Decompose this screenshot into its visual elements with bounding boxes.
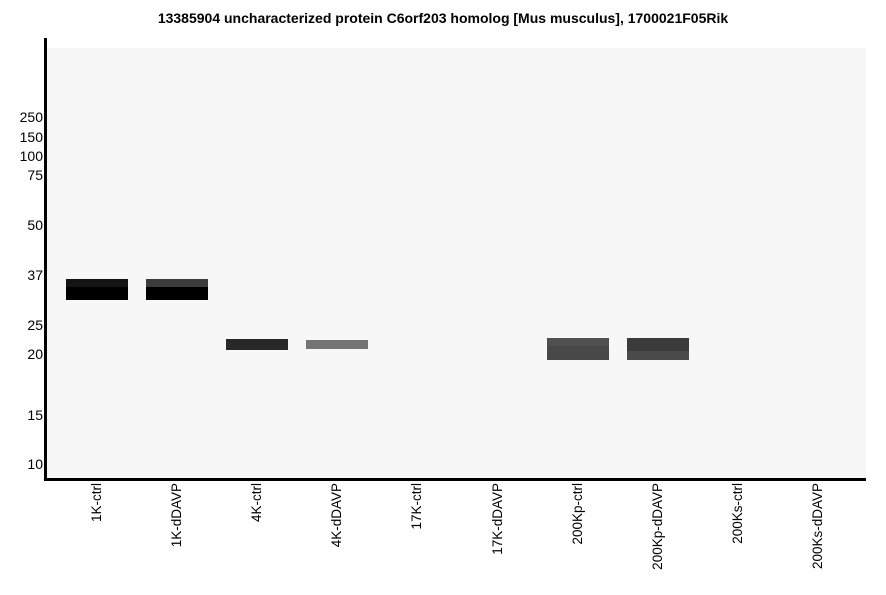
- band-segment: [626, 338, 689, 351]
- lane-label: 17K-ctrl: [409, 483, 425, 530]
- lane-label: 4K-dDAVP: [329, 483, 345, 548]
- blot-band: [626, 338, 689, 360]
- band-segment: [145, 279, 208, 287]
- lane-label: 1K-dDAVP: [168, 483, 184, 548]
- lane-label: 200Kp-ctrl: [569, 483, 585, 545]
- band-segment: [225, 339, 288, 350]
- blot-band: [65, 279, 128, 300]
- mw-tick-label: 20: [27, 346, 43, 362]
- plot-area: [47, 48, 866, 478]
- lane-label: 200Kp-dDAVP: [649, 483, 665, 570]
- mw-tick-label: 15: [27, 407, 43, 423]
- blot-band: [225, 339, 288, 350]
- band-segment: [65, 279, 128, 287]
- blot-band: [546, 338, 609, 360]
- mw-tick-label: 50: [27, 217, 43, 233]
- lane-label: 1K-ctrl: [88, 483, 104, 523]
- lane-label: 17K-dDAVP: [489, 483, 505, 555]
- chart-title: 13385904 uncharacterized protein C6orf20…: [157, 10, 729, 26]
- mw-tick-label: 250: [19, 109, 43, 125]
- band-segment: [145, 287, 208, 300]
- band-segment: [65, 287, 128, 300]
- band-segment: [546, 338, 609, 346]
- mw-tick-label: 75: [27, 167, 43, 183]
- lane-label: 4K-ctrl: [248, 483, 264, 523]
- mw-tick-label: 150: [19, 129, 43, 145]
- mw-tick-label: 25: [27, 317, 43, 333]
- blot-band: [145, 279, 208, 300]
- y-axis-line: [44, 38, 47, 481]
- blot-band: [306, 340, 369, 349]
- mw-tick-label: 37: [27, 267, 43, 283]
- lane-label: 200Ks-ctrl: [730, 483, 746, 544]
- band-segment: [626, 351, 689, 360]
- band-segment: [306, 340, 369, 349]
- mw-tick-label: 10: [27, 456, 43, 472]
- lane-label: 200Ks-dDAVP: [810, 483, 826, 570]
- mw-tick-label: 100: [19, 148, 43, 164]
- band-segment: [546, 346, 609, 360]
- x-axis-line: [44, 478, 866, 481]
